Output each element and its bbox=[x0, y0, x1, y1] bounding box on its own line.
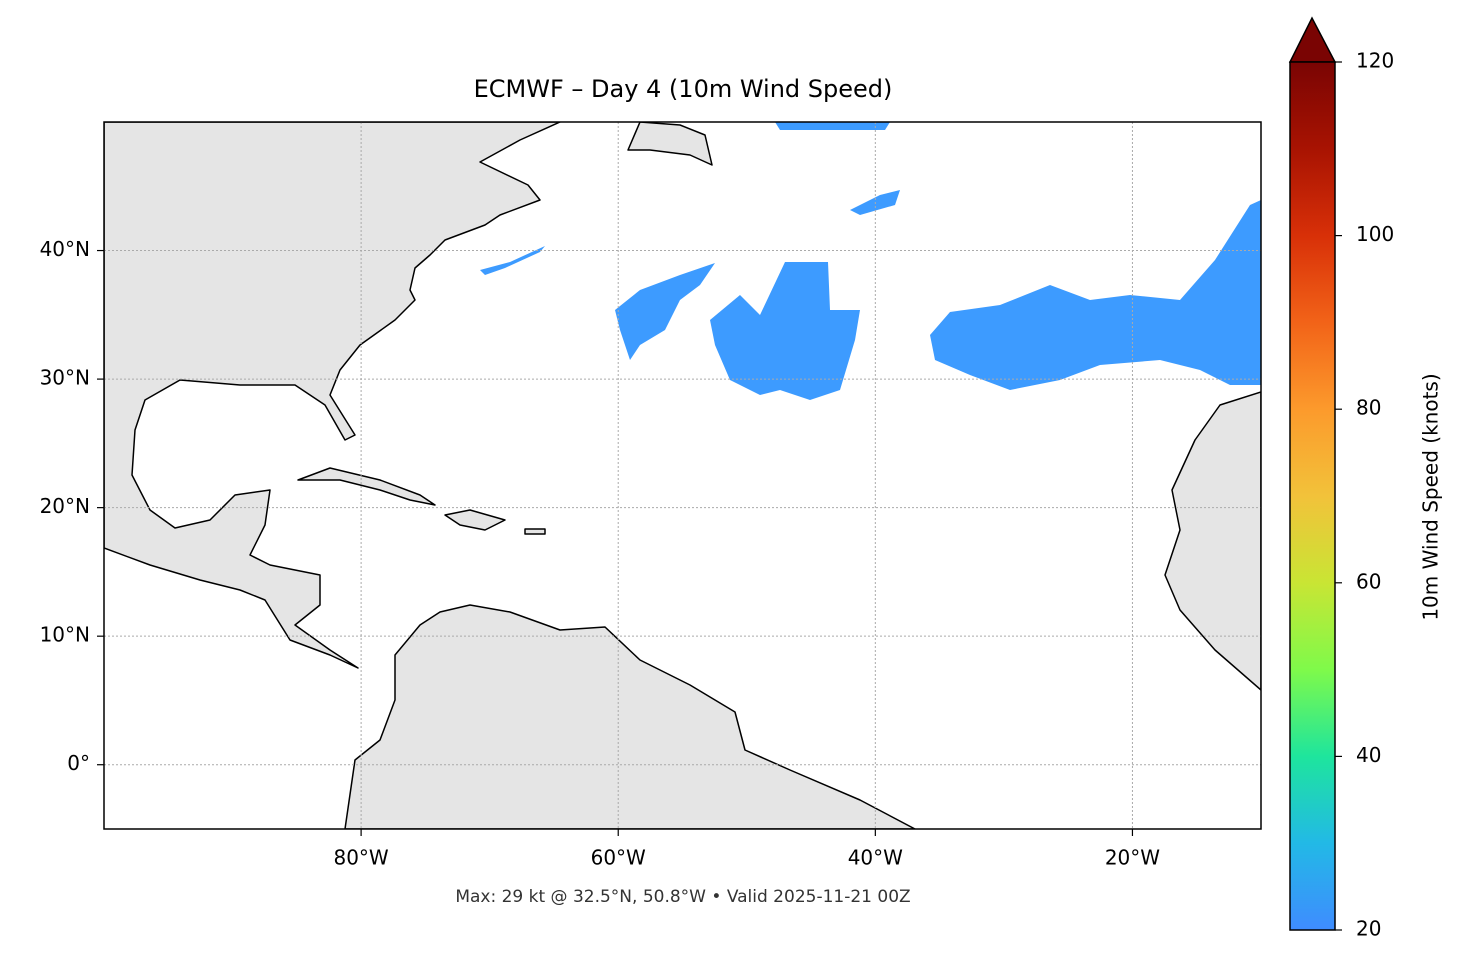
colorbar-tick-label: 120 bbox=[1356, 49, 1394, 73]
x-tick-label: 80°W bbox=[333, 846, 388, 870]
colorbar-label: 10m Wind Speed (knots) bbox=[1419, 373, 1443, 620]
map-frame bbox=[103, 121, 1262, 830]
colorbar-tick-label: 60 bbox=[1356, 569, 1381, 593]
chart-title: ECMWF – Day 4 (10m Wind Speed) bbox=[474, 75, 893, 103]
colorbar-extension bbox=[1288, 16, 1337, 63]
wind-area bbox=[930, 200, 1261, 390]
y-tick-label: 40°N bbox=[40, 237, 90, 261]
x-tick-label: 20°W bbox=[1105, 846, 1160, 870]
colorbar-tick-label: 40 bbox=[1356, 743, 1381, 767]
x-tick-label: 60°W bbox=[591, 846, 646, 870]
colorbar-tick-label: 20 bbox=[1356, 917, 1381, 941]
colorbar-tick-label: 100 bbox=[1356, 222, 1394, 246]
grid bbox=[104, 122, 1261, 829]
y-tick-label: 30°N bbox=[40, 366, 90, 390]
y-tick-label: 0° bbox=[67, 751, 90, 775]
map-layer bbox=[104, 122, 1261, 829]
wind-area bbox=[710, 262, 860, 400]
puerto-rico bbox=[524, 528, 546, 535]
x-tick-label: 40°W bbox=[848, 846, 903, 870]
wind-area bbox=[615, 263, 715, 360]
annotation: Max: 29 kt @ 32.5°N, 50.8°W • Valid 2025… bbox=[455, 887, 910, 907]
south-america bbox=[344, 604, 916, 829]
y-tick-label: 20°N bbox=[40, 494, 90, 518]
newfoundland bbox=[627, 122, 713, 166]
africa bbox=[1164, 391, 1261, 691]
y-tick-label: 10°N bbox=[40, 623, 90, 647]
wind-area bbox=[480, 122, 900, 275]
cuba bbox=[297, 467, 436, 506]
colorbar bbox=[1289, 61, 1336, 931]
hispaniola bbox=[444, 509, 506, 531]
north-america bbox=[104, 122, 561, 669]
colorbar-tick-label: 80 bbox=[1356, 396, 1381, 420]
